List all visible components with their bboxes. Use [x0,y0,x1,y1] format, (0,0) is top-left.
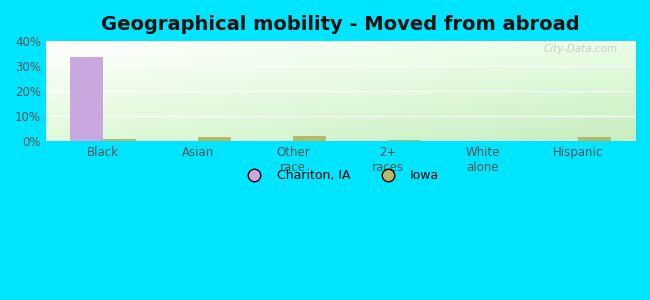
Text: City-Data.com: City-Data.com [543,44,618,54]
Bar [70,57,103,141]
Bar [578,137,611,141]
Bar [103,139,136,141]
Bar [198,137,231,141]
Bar [388,140,421,141]
Title: Geographical mobility - Moved from abroad: Geographical mobility - Moved from abroa… [101,15,580,34]
Bar [293,136,326,141]
Legend: Chariton, IA, Iowa: Chariton, IA, Iowa [237,164,445,187]
